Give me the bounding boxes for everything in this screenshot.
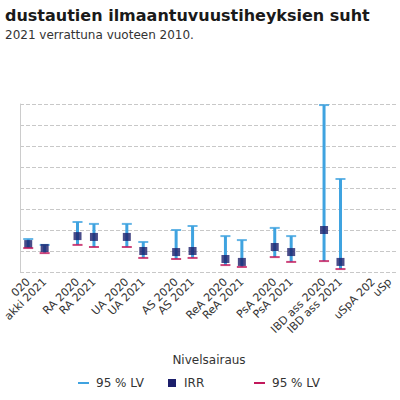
svg-text:95 % LV: 95 % LV bbox=[272, 376, 321, 390]
svg-text:RA 2020: RA 2020 bbox=[40, 275, 83, 318]
svg-text:AS 2020: AS 2020 bbox=[139, 275, 181, 318]
svg-text:ReA 2021: ReA 2021 bbox=[199, 275, 247, 322]
svg-text:PsA 2021: PsA 2021 bbox=[250, 275, 296, 321]
svg-text:PsA 2020: PsA 2020 bbox=[234, 275, 280, 321]
svg-text:ReA 2020: ReA 2020 bbox=[183, 275, 230, 322]
svg-text:UA 2020: UA 2020 bbox=[89, 275, 132, 318]
svg-text:IBD ass 2021: IBD ass 2021 bbox=[285, 275, 345, 335]
svg-text:akki 2021: akki 2021 bbox=[2, 275, 49, 322]
svg-text:Nivelsairaus: Nivelsairaus bbox=[172, 353, 245, 367]
svg-text:AS 2021: AS 2021 bbox=[155, 275, 198, 318]
svg-text:UA 2021: UA 2021 bbox=[105, 275, 148, 318]
svg-text:dustautien ilmaantuvuustiheyks: dustautien ilmaantuvuustiheyksien suht bbox=[5, 6, 370, 25]
svg-text:95 % LV: 95 % LV bbox=[96, 376, 145, 390]
svg-text:uSpA 202: uSpA 202 bbox=[331, 275, 378, 322]
svg-text:RA 2021: RA 2021 bbox=[56, 275, 99, 318]
svg-text:uSp: uSp bbox=[370, 275, 394, 299]
svg-text:020: 020 bbox=[8, 275, 33, 300]
svg-text:2021 verrattuna vuoteen 2010.: 2021 verrattuna vuoteen 2010. bbox=[5, 28, 194, 42]
svg-text:IRR: IRR bbox=[184, 376, 204, 390]
svg-text:IBD ass 2020: IBD ass 2020 bbox=[268, 275, 329, 336]
